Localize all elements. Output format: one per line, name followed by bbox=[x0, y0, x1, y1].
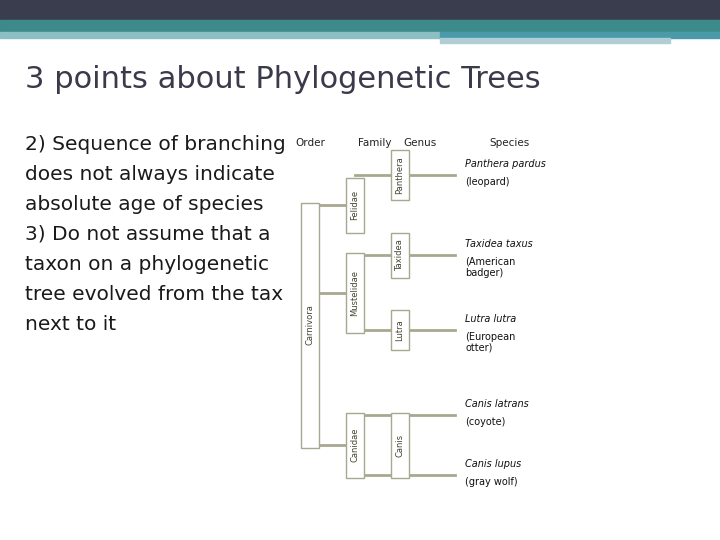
Bar bbox=[301, 202, 319, 448]
Text: (European: (European bbox=[465, 332, 516, 342]
Text: Canis lupus: Canis lupus bbox=[465, 459, 521, 469]
Bar bbox=[391, 233, 409, 278]
Bar bbox=[346, 413, 364, 477]
Bar bbox=[346, 178, 364, 233]
Text: Canis latrans: Canis latrans bbox=[465, 399, 528, 409]
Text: taxon on a phylogenetic: taxon on a phylogenetic bbox=[25, 255, 269, 274]
Text: badger): badger) bbox=[465, 268, 503, 278]
Text: Lutra: Lutra bbox=[395, 319, 405, 341]
Text: (leopard): (leopard) bbox=[465, 177, 510, 187]
Text: 3 points about Phylogenetic Trees: 3 points about Phylogenetic Trees bbox=[25, 65, 541, 94]
Text: Family: Family bbox=[359, 138, 392, 148]
Text: Taxidea taxus: Taxidea taxus bbox=[465, 239, 533, 249]
Text: Species: Species bbox=[490, 138, 530, 148]
Text: next to it: next to it bbox=[25, 315, 116, 334]
Bar bbox=[0, 20, 720, 32]
Text: Panthera: Panthera bbox=[395, 156, 405, 194]
Bar bbox=[391, 150, 409, 200]
Bar bbox=[0, 0, 720, 20]
Bar bbox=[391, 413, 409, 477]
Text: does not always indicate: does not always indicate bbox=[25, 165, 275, 184]
Text: Order: Order bbox=[295, 138, 325, 148]
Text: Genus: Genus bbox=[403, 138, 436, 148]
Text: Mustelidae: Mustelidae bbox=[351, 269, 359, 315]
Text: (coyote): (coyote) bbox=[465, 417, 505, 427]
Text: 2) Sequence of branching: 2) Sequence of branching bbox=[25, 135, 286, 154]
Text: (gray wolf): (gray wolf) bbox=[465, 477, 518, 487]
Text: (American: (American bbox=[465, 257, 516, 267]
Bar bbox=[346, 253, 364, 333]
Text: Canidae: Canidae bbox=[351, 428, 359, 462]
Text: Lutra lutra: Lutra lutra bbox=[465, 314, 516, 324]
Text: absolute age of species: absolute age of species bbox=[25, 195, 264, 214]
Text: Felidae: Felidae bbox=[351, 190, 359, 220]
Text: Taxidea: Taxidea bbox=[395, 239, 405, 271]
Text: tree evolved from the tax: tree evolved from the tax bbox=[25, 285, 283, 304]
Text: Canis: Canis bbox=[395, 434, 405, 456]
Bar bbox=[440, 32, 720, 38]
Text: Carnivora: Carnivora bbox=[305, 305, 315, 346]
Text: Panthera pardus: Panthera pardus bbox=[465, 159, 546, 169]
Bar bbox=[391, 310, 409, 350]
Text: 3) Do not assume that a: 3) Do not assume that a bbox=[25, 225, 271, 244]
Text: otter): otter) bbox=[465, 343, 492, 353]
Bar bbox=[440, 38, 670, 43]
Bar bbox=[0, 32, 440, 38]
